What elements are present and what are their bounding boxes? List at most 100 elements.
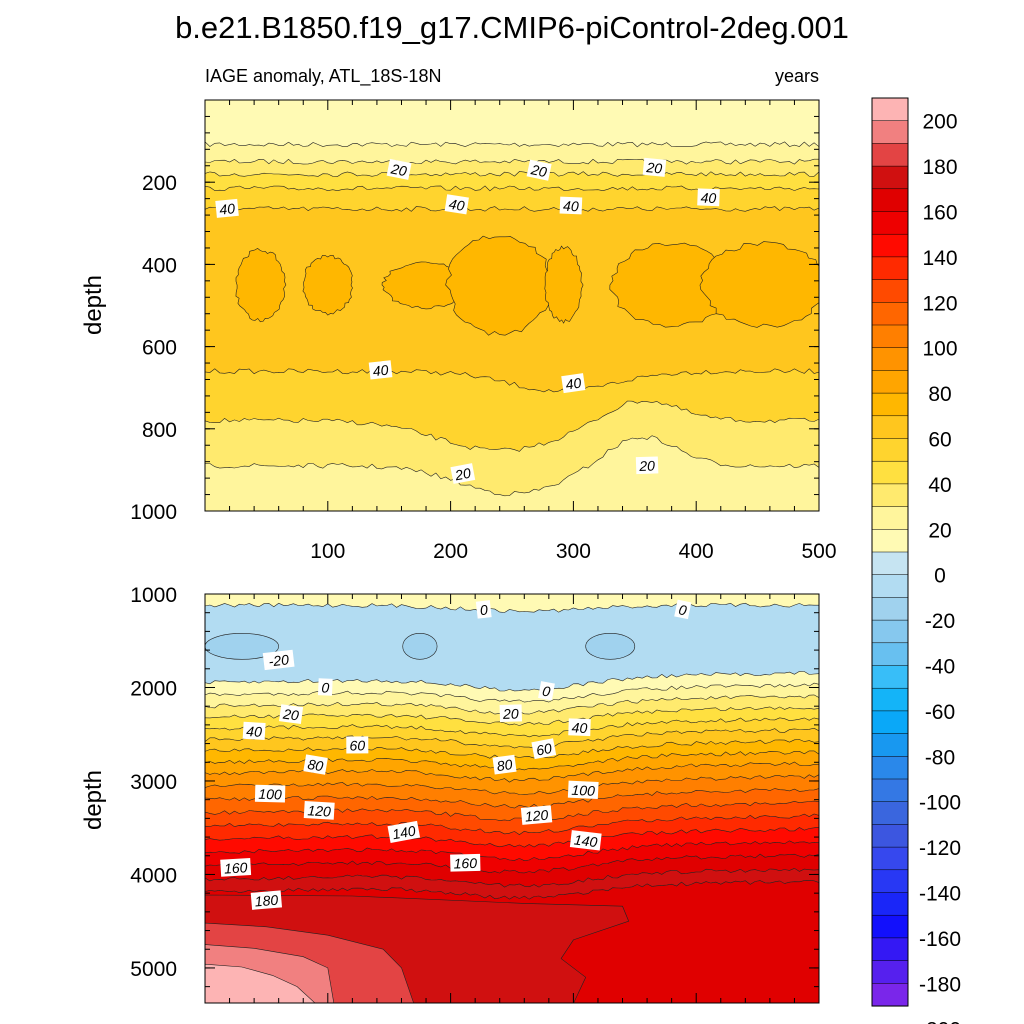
x-tick-label: 400 [679, 540, 714, 563]
colorbar-swatch [871, 551, 909, 576]
lower-corner-regions [205, 894, 630, 1003]
colorbar-swatch [871, 460, 909, 485]
contour-label-bg [559, 196, 583, 215]
contour-label: 0 [538, 681, 555, 701]
contour-label-text: 20 [529, 161, 549, 180]
colorbar-swatch [871, 143, 909, 167]
y-tick-label: 800 [142, 419, 177, 442]
contour-label-text: 0 [479, 601, 489, 618]
y-tick-label: 200 [142, 172, 177, 195]
contour-label: 40 [697, 188, 720, 207]
contour-label-text: 160 [453, 855, 477, 872]
contour-label-bg [568, 718, 591, 737]
contour-label: 80 [303, 754, 328, 775]
contour-label: 20 [386, 158, 412, 180]
colorbar-swatch [871, 801, 909, 825]
contour-label: 160 [450, 853, 481, 872]
colorbar-label: -40 [925, 656, 955, 679]
upper-contour-line [205, 141, 819, 148]
upper-deep-blob [445, 235, 554, 336]
contour-label-bg [450, 853, 481, 872]
contour-label-bg [567, 780, 599, 799]
lower-contour-line [205, 840, 819, 862]
colorbar-swatch [871, 756, 909, 780]
upper-contour-line [205, 400, 819, 452]
colorbar-swatch [871, 483, 909, 508]
contour-label-bg [475, 600, 492, 619]
colorbar-swatch [871, 165, 909, 190]
colorbar-label: 20 [928, 519, 951, 542]
lower-fill-band [205, 671, 819, 703]
upper-subtitle-left: IAGE anomaly, ATL_18S-18N [205, 66, 441, 87]
upper-contour-line [205, 435, 819, 497]
colorbar-swatch [871, 619, 909, 644]
upper-contour-line [205, 206, 819, 212]
colorbar-label: -80 [925, 746, 955, 769]
y-tick-label: 5000 [130, 958, 177, 981]
contour-label: 20 [642, 157, 667, 177]
contour-label-text: 20 [281, 706, 300, 724]
lower-fill-band [205, 774, 819, 809]
lower-contour-line [205, 727, 819, 749]
contour-label-bg [346, 736, 369, 754]
y-tick-label: 4000 [130, 864, 177, 887]
lower-fill-band [205, 801, 819, 835]
lower-fill-band [205, 683, 819, 715]
contour-label-bg [492, 754, 517, 775]
contour-label-text: 140 [573, 832, 598, 851]
contour-label-text: 80 [496, 756, 514, 774]
colorbar-swatch [871, 824, 909, 848]
contour-label-text: 20 [389, 160, 409, 179]
colorbar-swatch [871, 506, 909, 530]
contour-label-text: 40 [700, 189, 716, 206]
contour-label-bg [215, 198, 239, 218]
contour-label-bg [303, 754, 328, 775]
lower-blue-patch [585, 633, 636, 660]
colorbar-swatch [871, 778, 909, 803]
contour-label: 40 [368, 360, 393, 380]
upper-deep-blob [302, 255, 353, 316]
colorbar-swatch [871, 279, 909, 303]
lower-contour-line [205, 706, 819, 726]
contour-label-bg [254, 784, 286, 803]
contour-label: -20 [262, 649, 295, 671]
x-tick-label: 100 [310, 540, 345, 563]
y-tick-label: 1000 [130, 584, 177, 607]
lower-fill-band [205, 706, 819, 737]
colorbar-label: 40 [928, 474, 951, 497]
contour-label-bg [674, 599, 692, 620]
colorbar-swatch [871, 438, 909, 462]
lower-fill-band [205, 788, 819, 821]
lower-contour-line [205, 880, 819, 900]
colorbar-swatch [871, 983, 909, 1007]
contour-label-bg [499, 704, 523, 723]
contour-label-text: 40 [563, 198, 579, 215]
contour-label: 0 [475, 600, 492, 619]
contour-label-text: 20 [638, 458, 655, 475]
x-tick-label: 500 [801, 540, 836, 563]
colorbar-swatch [871, 97, 909, 122]
colorbar-label: 0 [934, 565, 946, 588]
contour-label-text: 120 [524, 807, 549, 825]
upper-deep-blob [381, 261, 469, 310]
colorbar-swatch [871, 846, 909, 871]
upper-fill-band [205, 185, 819, 212]
lower-contour-line [205, 788, 819, 809]
colorbar: 200180160140120100806040200-20-40-60-80-… [871, 97, 961, 1024]
contour-label-bg [250, 890, 283, 910]
colorbar-swatch [871, 869, 909, 894]
lower-fill-band [205, 854, 819, 888]
colorbar-swatch [871, 302, 909, 326]
colorbar-swatch [871, 914, 909, 939]
lower-contour-line [205, 774, 819, 796]
colorbar-label: -120 [919, 837, 961, 860]
contour-label-bg [531, 738, 557, 760]
contour-label-text: 80 [306, 756, 324, 774]
lower-fill-band [205, 603, 819, 691]
contour-label: 40 [561, 373, 586, 394]
colorbar-swatch [871, 892, 909, 916]
contour-label: 40 [444, 194, 469, 215]
y-tick-label: 400 [142, 254, 177, 277]
